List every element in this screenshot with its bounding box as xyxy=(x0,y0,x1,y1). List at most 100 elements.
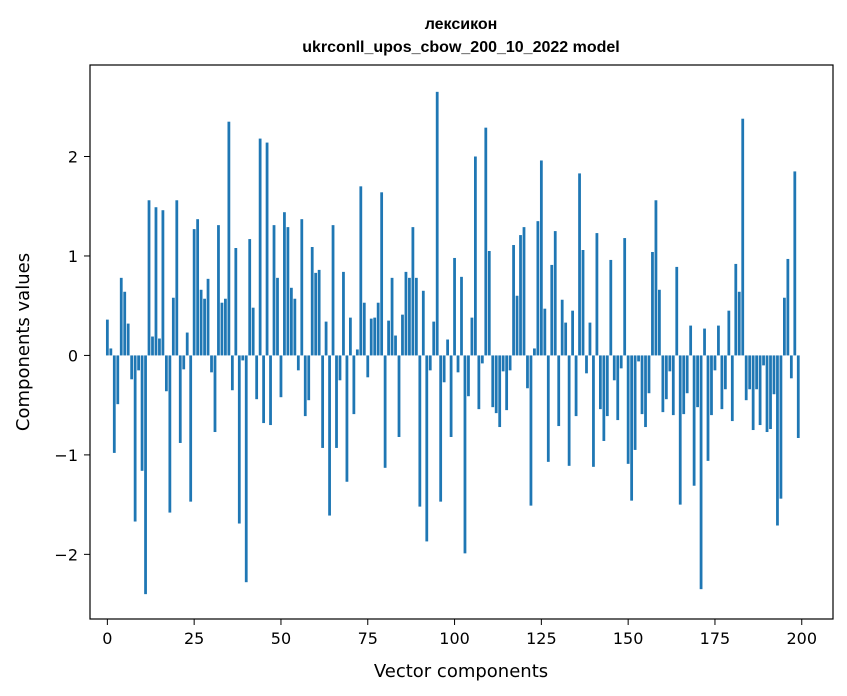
bar xyxy=(696,355,699,408)
bar xyxy=(147,200,151,356)
bar xyxy=(401,314,404,356)
bar xyxy=(130,355,134,380)
bar xyxy=(338,355,342,381)
bar xyxy=(289,287,293,356)
bar xyxy=(755,355,759,390)
x-tick-label: 50 xyxy=(271,629,291,648)
bar xyxy=(571,310,574,356)
bar xyxy=(560,299,564,356)
bar xyxy=(720,355,724,410)
bar xyxy=(748,355,752,390)
bar xyxy=(439,355,443,502)
bar xyxy=(279,355,283,398)
x-tick-label: 75 xyxy=(358,629,378,648)
bar xyxy=(241,355,245,361)
bar xyxy=(168,355,172,513)
bar xyxy=(192,229,196,356)
bar xyxy=(536,221,540,356)
bar xyxy=(161,210,165,356)
bar xyxy=(526,355,529,389)
bar xyxy=(644,355,647,428)
bar xyxy=(178,355,182,443)
x-axis-ticks: 0 25 50 75 100 125 150 175 200 xyxy=(102,619,817,648)
bar xyxy=(151,336,154,356)
bar xyxy=(164,355,168,392)
bar xyxy=(196,219,200,356)
bar xyxy=(383,355,387,468)
bar xyxy=(598,355,602,410)
bar xyxy=(762,355,765,366)
x-tick-label: 175 xyxy=(700,629,731,648)
bar xyxy=(126,323,130,356)
bar xyxy=(217,225,220,356)
bar xyxy=(449,355,453,437)
bar xyxy=(109,348,113,356)
bar xyxy=(574,355,578,417)
bar xyxy=(737,291,741,356)
bar xyxy=(640,355,644,415)
bar xyxy=(300,219,304,356)
bar xyxy=(633,355,637,450)
bar xyxy=(612,355,616,381)
bar xyxy=(661,355,665,413)
bar xyxy=(491,355,495,408)
bar xyxy=(119,277,123,356)
bar xyxy=(550,264,554,356)
bar xyxy=(529,355,533,506)
bar xyxy=(710,355,713,416)
bar xyxy=(349,317,352,356)
y-axis-ticks: −2 −1 0 1 2 xyxy=(54,148,90,564)
bar xyxy=(772,355,776,395)
bar xyxy=(237,355,241,524)
bar xyxy=(418,355,422,507)
bar xyxy=(619,355,623,369)
bar xyxy=(609,259,613,356)
bar xyxy=(331,225,335,356)
bar xyxy=(158,338,161,356)
bar xyxy=(564,322,568,356)
bar xyxy=(293,298,297,356)
bar xyxy=(230,355,234,391)
bar xyxy=(314,272,318,356)
bar xyxy=(307,355,311,401)
bar xyxy=(668,355,672,372)
bar xyxy=(456,355,460,373)
bar xyxy=(359,186,363,356)
bar xyxy=(484,127,488,356)
bar xyxy=(446,339,449,356)
bar xyxy=(286,227,290,356)
bar xyxy=(501,355,505,372)
bar xyxy=(744,355,748,401)
bar xyxy=(203,298,206,356)
bar xyxy=(703,328,706,356)
bar xyxy=(699,355,703,590)
bar xyxy=(460,276,463,356)
bar xyxy=(723,355,727,390)
bar xyxy=(380,192,384,356)
bar xyxy=(776,355,779,526)
bar xyxy=(480,355,484,364)
bar xyxy=(519,235,522,356)
bar xyxy=(616,355,620,421)
bar xyxy=(658,289,661,356)
bar xyxy=(224,298,227,356)
bar xyxy=(317,269,321,356)
x-tick-label: 100 xyxy=(439,629,470,648)
bar xyxy=(647,355,651,394)
bar xyxy=(227,121,231,356)
bar xyxy=(303,355,307,417)
bar xyxy=(345,355,349,482)
bar xyxy=(352,355,356,415)
bars-group xyxy=(105,91,800,595)
bar xyxy=(185,332,189,356)
bar xyxy=(112,355,116,453)
bar xyxy=(595,233,599,356)
bar xyxy=(355,349,359,356)
bar xyxy=(675,266,679,356)
bar xyxy=(487,250,491,356)
bar xyxy=(362,302,366,356)
bar xyxy=(522,227,526,356)
bar xyxy=(470,317,474,356)
bar xyxy=(206,278,210,356)
